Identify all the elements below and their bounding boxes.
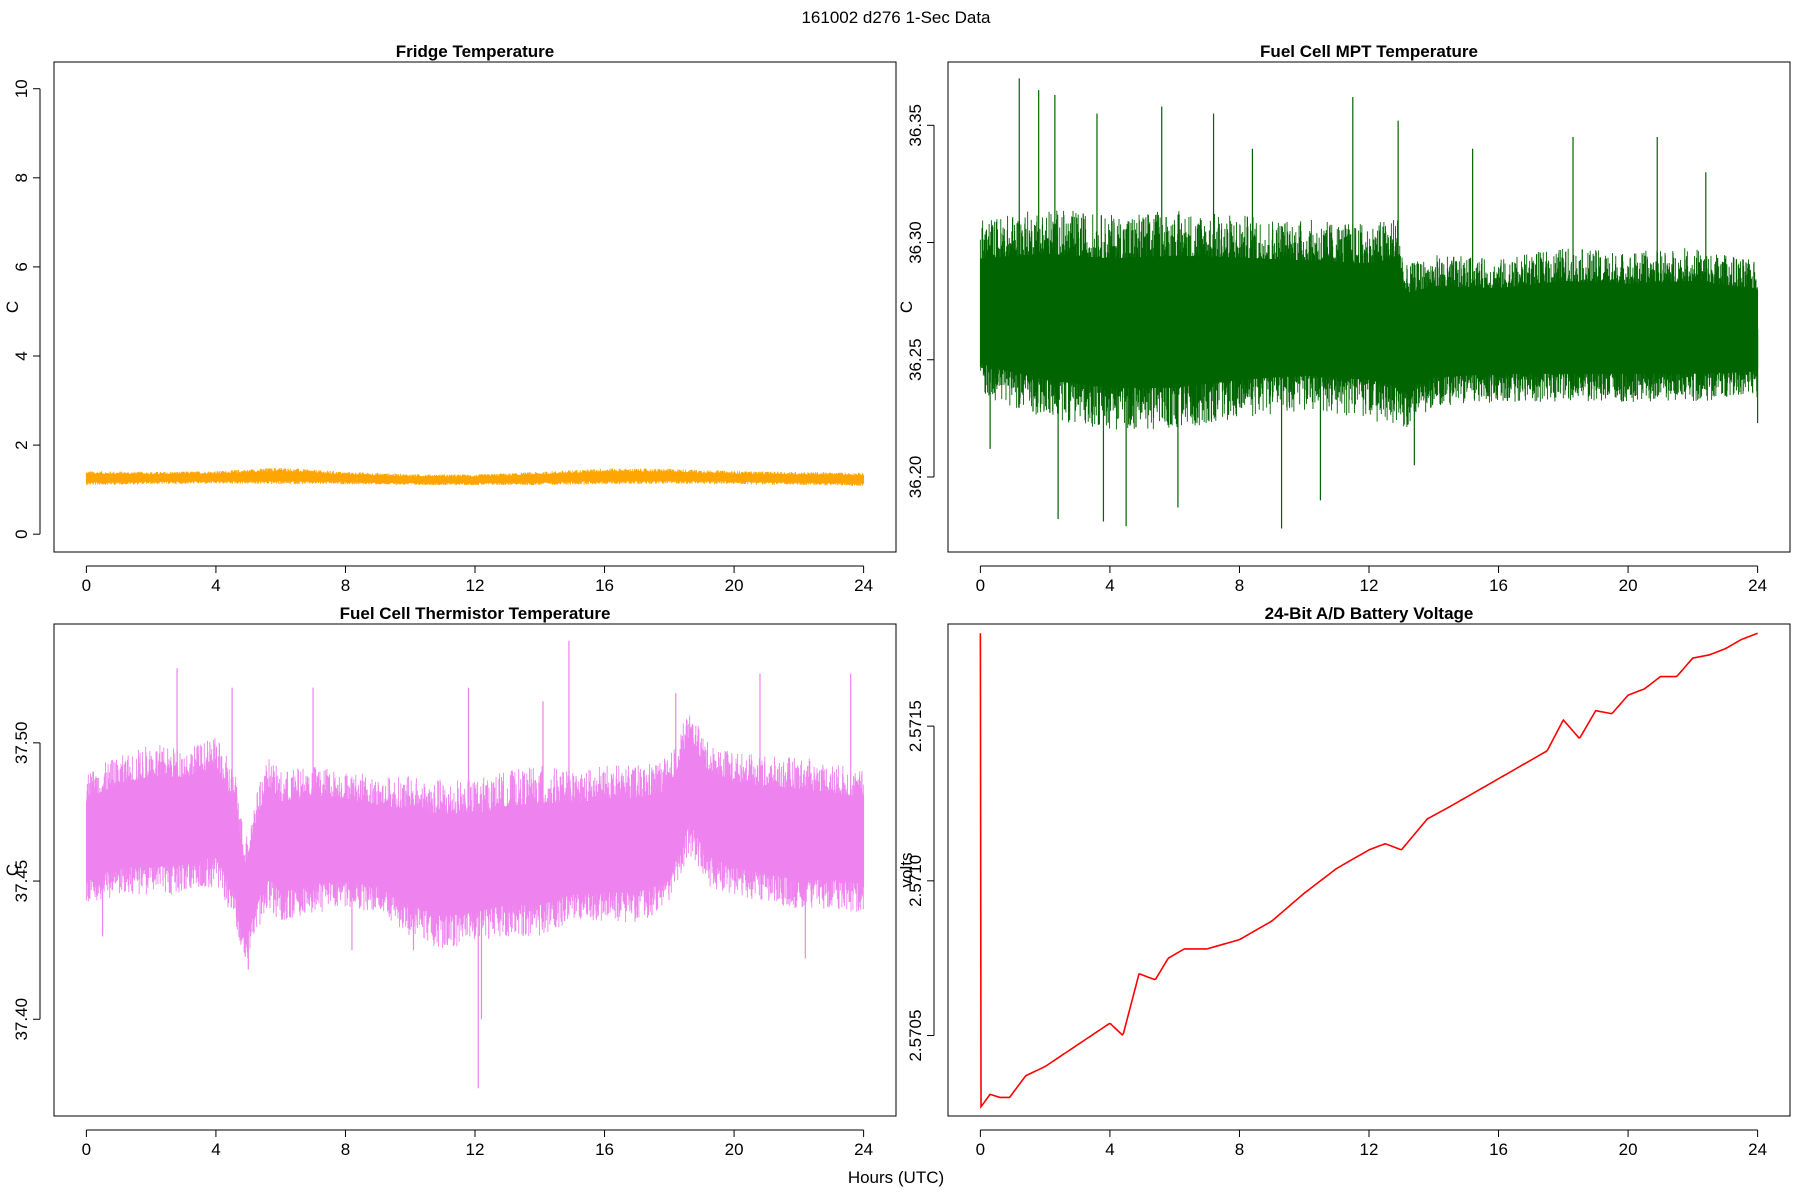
y-tick-label: 37.40 [12, 998, 31, 1041]
x-tick-label: 24 [1748, 1140, 1767, 1159]
x-tick-label: 20 [1619, 1140, 1638, 1159]
x-tick-label: 4 [211, 1140, 220, 1159]
x-axis: 0 4 8 12 16 20 24 [976, 1129, 1767, 1159]
x-tick-label: 4 [211, 576, 220, 595]
x-tick-label: 16 [1489, 576, 1508, 595]
y-tick-label: 4 [12, 351, 31, 360]
y-tick-label: 2 [12, 440, 31, 449]
x-tick-label: 4 [1105, 1140, 1114, 1159]
panel-title: Fuel Cell MPT Temperature [1260, 42, 1478, 61]
series [979, 78, 1759, 529]
plot-frame [53, 623, 897, 1117]
panel-4: 24-Bit A/D Battery Voltage volts 0 4 8 12 16 20… [897, 604, 1791, 1159]
panel-title: Fuel Cell Thermistor Temperature [340, 604, 611, 623]
x-tick-label: 8 [1235, 576, 1244, 595]
x-axis: 0 4 8 12 16 20 24 [82, 565, 873, 595]
data-core [86, 736, 864, 943]
y-axis: 36.20 36.25 36.30 36.35 [906, 104, 935, 499]
series [85, 467, 865, 486]
x-tick-label: 16 [595, 576, 614, 595]
series [979, 632, 1758, 1110]
y-tick-label: 36.25 [906, 338, 925, 381]
x-tick-label: 24 [1748, 576, 1767, 595]
x-tick-label: 16 [595, 1140, 614, 1159]
panel-3: Fuel Cell Thermistor Temperature C 0 4 8 12 16… [3, 604, 897, 1159]
x-tick-label: 12 [466, 1140, 485, 1159]
x-tick-label: 20 [1619, 576, 1638, 595]
panel-2: Fuel Cell MPT Temperature C 0 4 8 12 16 20 24 36.… [897, 42, 1791, 595]
figure-title: 161002 d276 1-Sec Data [801, 8, 991, 27]
x-tick-label: 8 [1235, 1140, 1244, 1159]
x-tick-label: 0 [82, 576, 91, 595]
data-line [979, 632, 1758, 1110]
plot-frame [947, 623, 1791, 1117]
y-tick-label: 8 [12, 173, 31, 182]
x-axis-label: Hours (UTC) [848, 1168, 944, 1187]
x-tick-label: 12 [1360, 576, 1379, 595]
y-tick-label: 36.35 [906, 104, 925, 147]
y-axis-label: C [3, 864, 22, 876]
y-axis: 0 2 4 6 8 10 [12, 79, 41, 539]
y-axis: 2.5705 2.5710 2.5715 [906, 700, 935, 1062]
y-tick-label: 2.5710 [906, 855, 925, 907]
y-tick-label: 0 [12, 529, 31, 538]
y-tick-label: 37.50 [12, 722, 31, 765]
y-tick-label: 2.5715 [906, 700, 925, 752]
data-core [86, 470, 864, 484]
y-axis-label: volts [897, 853, 916, 888]
x-tick-label: 20 [725, 576, 744, 595]
panel-title: 24-Bit A/D Battery Voltage [1265, 604, 1474, 623]
x-tick-label: 0 [82, 1140, 91, 1159]
y-tick-label: 2.5705 [906, 1010, 925, 1062]
x-axis: 0 4 8 12 16 20 24 [976, 565, 1767, 595]
x-tick-label: 12 [1360, 1140, 1379, 1159]
y-tick-label: 37.45 [12, 860, 31, 903]
x-tick-label: 12 [466, 576, 485, 595]
y-axis: 37.40 37.45 37.50 [12, 722, 41, 1041]
y-tick-label: 10 [12, 79, 31, 98]
series [85, 640, 865, 1089]
x-tick-label: 24 [854, 576, 873, 595]
x-axis: 0 4 8 12 16 20 24 [82, 1129, 873, 1159]
panel-title: Fridge Temperature [396, 42, 554, 61]
plot-frame [947, 61, 1791, 553]
x-tick-label: 16 [1489, 1140, 1508, 1159]
data-core [980, 253, 1758, 392]
x-tick-label: 24 [854, 1140, 873, 1159]
y-tick-label: 6 [12, 262, 31, 271]
x-tick-label: 8 [341, 576, 350, 595]
x-tick-label: 0 [976, 1140, 985, 1159]
x-tick-label: 20 [725, 1140, 744, 1159]
x-tick-label: 0 [976, 576, 985, 595]
x-tick-label: 8 [341, 1140, 350, 1159]
y-tick-label: 36.30 [906, 221, 925, 264]
plot-frame [53, 61, 897, 553]
y-axis-label: C [3, 301, 22, 313]
y-axis-label: C [897, 301, 916, 313]
y-tick-label: 36.20 [906, 456, 925, 499]
x-tick-label: 4 [1105, 576, 1114, 595]
